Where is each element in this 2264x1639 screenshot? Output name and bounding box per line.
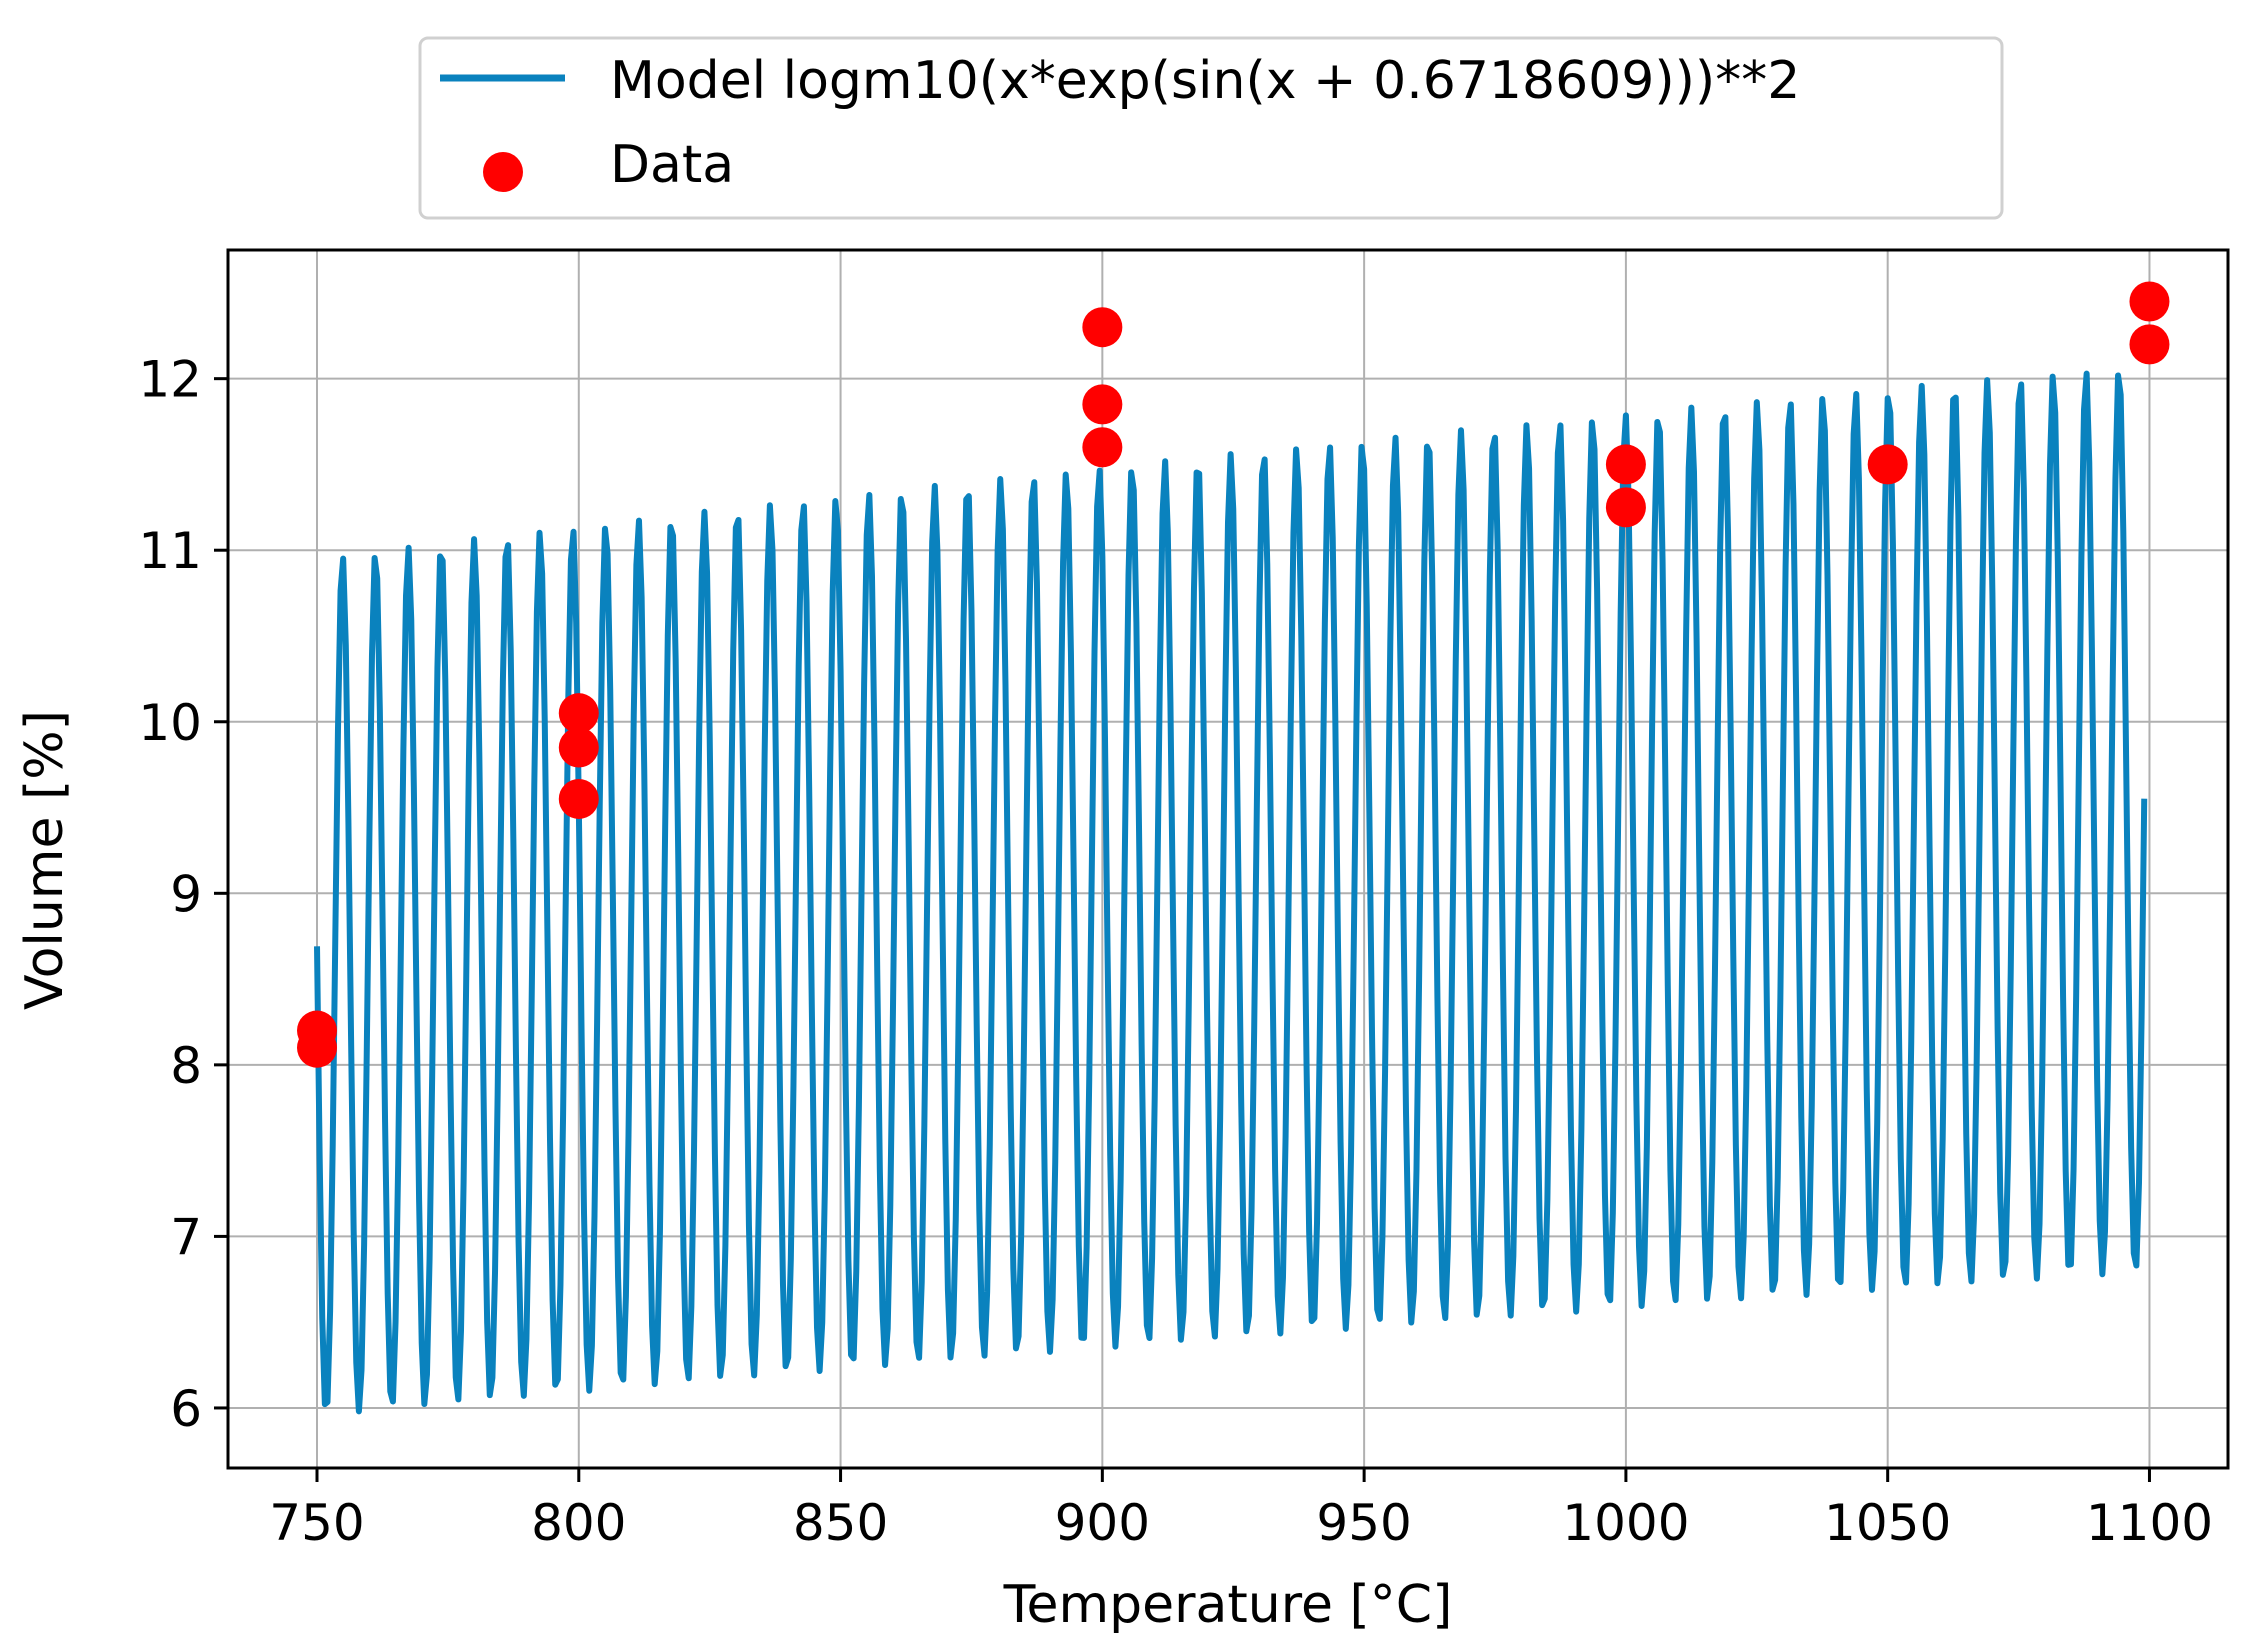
y-axis: 6 7 8 9 10 11 12 xyxy=(138,351,228,1438)
data-point xyxy=(2129,324,2170,365)
data-point xyxy=(1605,487,1646,528)
x-tick-label: 900 xyxy=(1055,1494,1150,1552)
legend-box xyxy=(418,36,2004,220)
x-tick-label: 750 xyxy=(269,1494,364,1552)
data-layer xyxy=(297,281,2170,1068)
y-tick-label: 11 xyxy=(138,522,202,580)
legend-model-label: Model logm10(x*exp(sin(x + 0.6718609)))*… xyxy=(610,51,1800,111)
y-tick-label: 6 xyxy=(170,1380,202,1438)
y-axis-label: Volume [%] xyxy=(15,710,75,1010)
plot-area: 750 800 850 900 950 1000 1050 1100 6 7 8 9 10 11 12 xyxy=(138,248,2230,1552)
y-tick-label: 12 xyxy=(138,351,202,409)
data-point xyxy=(1082,384,1123,425)
x-tick-label: 1100 xyxy=(2086,1494,2213,1552)
x-tick-label: 950 xyxy=(1316,1494,1411,1552)
y-tick-label: 9 xyxy=(170,865,202,923)
data-point xyxy=(558,693,599,734)
data-point xyxy=(1867,444,1908,485)
x-tick-label: 1000 xyxy=(1562,1494,1689,1552)
plot-frame xyxy=(226,248,2230,1470)
y-tick-label: 8 xyxy=(170,1037,202,1095)
x-axis-label: Temperature [°C] xyxy=(1003,1575,1453,1635)
data-point xyxy=(558,778,599,819)
legend-data-label: Data xyxy=(610,135,734,195)
legend: Model logm10(x*exp(sin(x + 0.6718609)))*… xyxy=(418,36,2004,220)
y-tick-label: 7 xyxy=(170,1208,202,1266)
data-point xyxy=(1082,307,1123,348)
x-tick-label: 800 xyxy=(531,1494,626,1552)
model-layer xyxy=(314,370,2148,1415)
x-tick-label: 850 xyxy=(793,1494,888,1552)
y-tick-label: 10 xyxy=(138,694,202,752)
model-line xyxy=(314,370,2148,1415)
data-point xyxy=(297,1010,338,1051)
data-point xyxy=(1605,444,1646,485)
x-tick-label: 1050 xyxy=(1824,1494,1951,1552)
data-point xyxy=(2129,281,2170,322)
legend-data-marker xyxy=(483,152,523,192)
data-point xyxy=(1082,427,1123,468)
data-point xyxy=(558,727,599,768)
x-axis: 750 800 850 900 950 1000 1050 1100 xyxy=(269,1468,2213,1552)
